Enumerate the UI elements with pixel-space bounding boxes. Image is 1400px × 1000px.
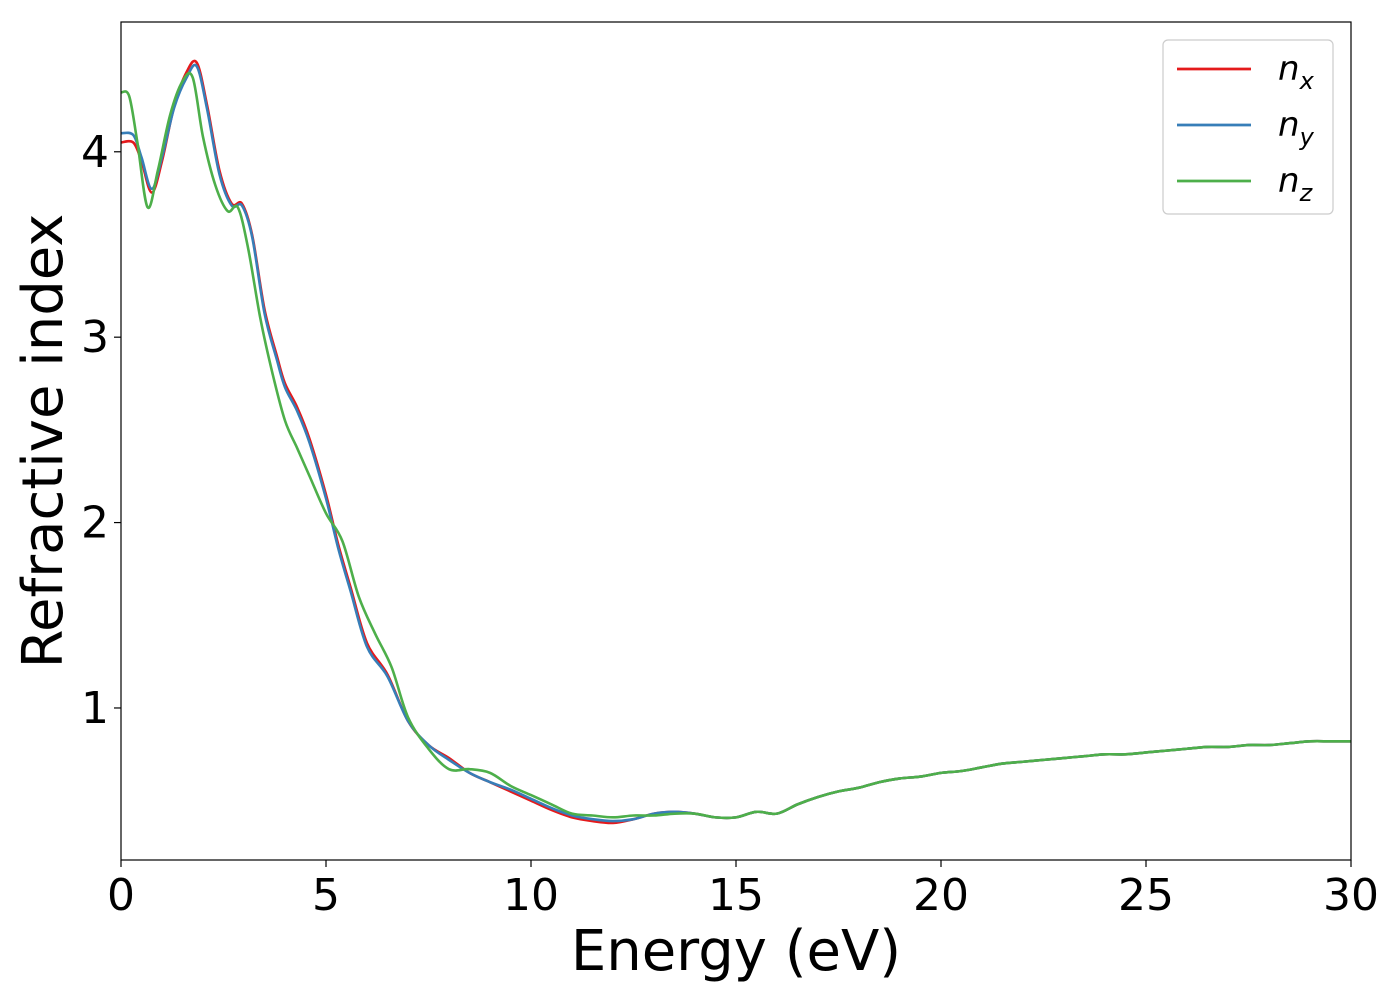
- plot-area: [120, 21, 1352, 861]
- series-line-nz: [121, 71, 1351, 820]
- legend-label-base: n: [1278, 105, 1300, 145]
- x-tick: 10: [503, 860, 559, 921]
- legend-label: nz: [1278, 161, 1314, 207]
- legend-item: ny: [1177, 105, 1315, 151]
- legend-box: [1162, 39, 1334, 215]
- y-tick: 4: [81, 127, 121, 178]
- legend-label: ny: [1278, 105, 1315, 151]
- x-tick: 15: [708, 860, 764, 921]
- x-tick: 0: [107, 860, 135, 921]
- x-tick-label: 15: [708, 870, 764, 921]
- y-tick-label: 2: [81, 498, 109, 549]
- x-tick-label: 30: [1323, 870, 1379, 921]
- y-axis-title: Refractive index: [11, 214, 76, 669]
- legend-label-subscript: y: [1299, 123, 1315, 151]
- x-axis-title: Energy (eV): [571, 919, 901, 984]
- series-layer: [121, 59, 1351, 825]
- legend-label-subscript: z: [1299, 179, 1314, 207]
- legend-label-subscript: x: [1299, 67, 1315, 95]
- y-tick: 3: [81, 312, 121, 363]
- x-tick-label: 20: [913, 870, 969, 921]
- x-axis-ticks: 0 5 10 15 20 25 30: [107, 860, 1379, 921]
- x-tick: 20: [913, 860, 969, 921]
- x-tick: 25: [1118, 860, 1174, 921]
- y-tick: 1: [81, 683, 121, 734]
- y-axis-ticks: 1 2 3 4: [81, 127, 121, 734]
- x-tick-label: 25: [1118, 870, 1174, 921]
- legend-label: nx: [1278, 49, 1315, 95]
- y-tick-label: 3: [81, 312, 109, 363]
- x-tick-label: 0: [107, 870, 135, 921]
- legend-item: nz: [1177, 161, 1314, 207]
- legend-item: nx: [1177, 49, 1315, 95]
- legend-label-base: n: [1278, 49, 1300, 89]
- x-tick: 30: [1323, 860, 1379, 921]
- legend-label-base: n: [1278, 161, 1300, 201]
- x-tick-label: 10: [503, 870, 559, 921]
- x-tick-label: 5: [312, 870, 340, 921]
- y-tick-label: 1: [81, 683, 109, 734]
- y-tick-label: 4: [81, 127, 109, 178]
- y-tick: 2: [81, 498, 121, 549]
- x-tick: 5: [312, 860, 340, 921]
